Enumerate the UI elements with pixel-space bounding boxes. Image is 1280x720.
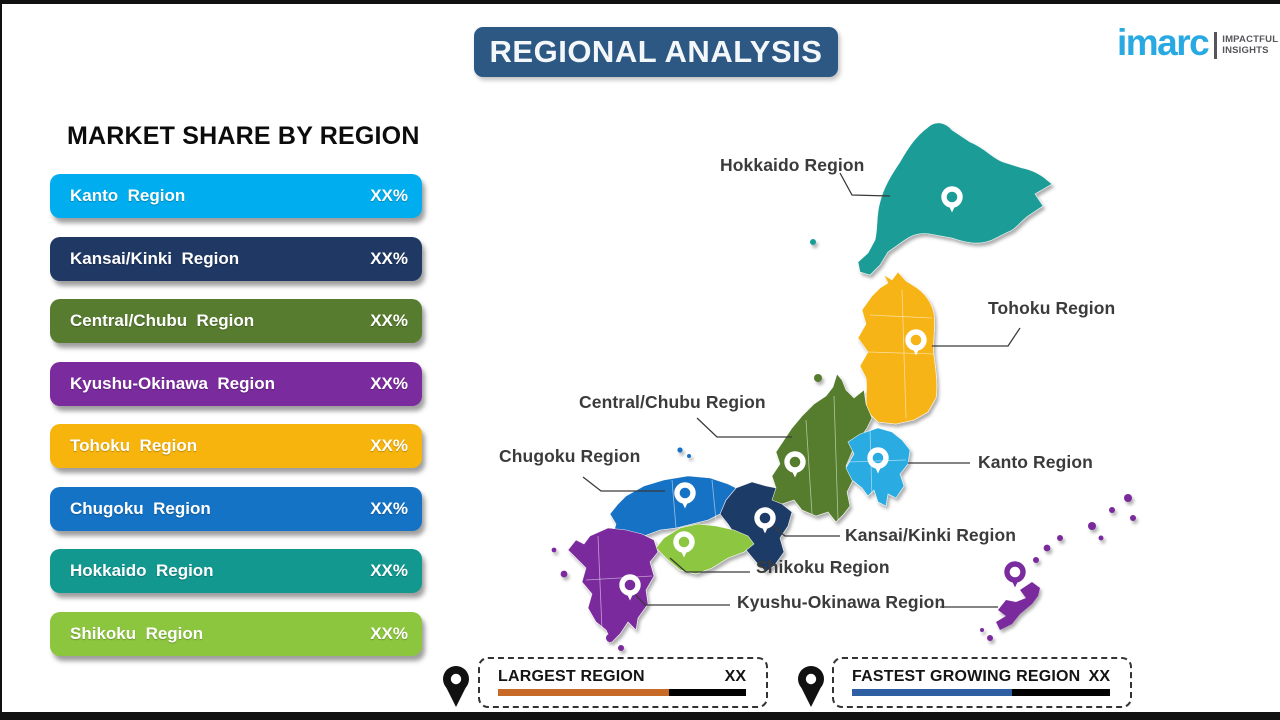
bar-kanto: Kanto Region XX% — [50, 174, 422, 218]
map-island-goto — [560, 570, 568, 578]
bar-label: Shikoku Region — [70, 623, 204, 643]
fastest-growing-meter — [852, 688, 1110, 696]
map-island-west — [551, 547, 557, 553]
bar-central-chubu: Central/Chubu Region XX% — [50, 299, 422, 343]
map-region-okinawa-islands — [980, 494, 1136, 641]
map-label-chugoku: Chugoku Region — [499, 446, 641, 466]
prefecture-borders — [585, 289, 935, 631]
map-label-kyushu-okinawa: Kyushu-Okinawa Region — [737, 592, 946, 612]
map-label-shikoku: Shikoku Region — [756, 557, 890, 577]
bar-shikoku: Shikoku Region XX% — [50, 611, 422, 656]
logo-divider — [1214, 32, 1218, 59]
bar-label: Chugoku Region — [70, 498, 211, 518]
bar-value: XX% — [370, 623, 408, 643]
bar-value: XX% — [370, 373, 408, 393]
largest-region-legend: LARGEST REGION XX — [478, 657, 768, 708]
bar-kansai: Kansai/Kinki Region XX% — [50, 236, 422, 281]
bar-value: XX% — [370, 498, 408, 518]
map-island-okushiri — [810, 239, 816, 245]
market-share-bar-list: Kanto Region XX% Kansai/Kinki Region XX%… — [50, 174, 422, 674]
map-region-kyushu — [567, 527, 659, 643]
map-label-hokkaido: Hokkaido Region — [720, 155, 865, 175]
bar-label: Hokkaido Region — [70, 561, 214, 580]
bar-chugoku: Chugoku Region XX% — [50, 486, 422, 531]
imarc-logo-wordmark: imarc — [1117, 22, 1210, 63]
bar-label: Kyushu-Okinawa Region — [70, 373, 275, 393]
bar-label: Kanto Region — [70, 186, 186, 205]
fastest-growing-value: XX — [1088, 667, 1110, 685]
japan-map — [551, 122, 1136, 651]
logo-tagline: IMPACTFUL INSIGHTS — [1222, 34, 1279, 56]
bottom-edge-strip — [0, 712, 1280, 720]
largest-region-label: LARGEST REGION — [498, 667, 645, 685]
leader-lines — [582, 172, 1021, 608]
bar-value: XX% — [370, 248, 408, 268]
largest-region-value: XX — [724, 667, 746, 685]
bar-label: Tohoku Region — [70, 436, 198, 455]
map-island-oki-2 — [687, 454, 691, 458]
bar-value: XX% — [370, 561, 408, 580]
map-region-hokkaido — [857, 122, 1053, 276]
bar-value: XX% — [370, 436, 408, 455]
imarc-logo: imarc IMPACTFUL INSIGHTS — [1117, 24, 1278, 61]
map-island-sado — [814, 374, 822, 382]
map-label-central-chubu: Central/Chubu Region — [579, 392, 766, 412]
fastest-growing-label: FASTEST GROWING REGION — [852, 667, 1081, 685]
largest-region-pin-icon — [443, 666, 469, 707]
bar-value: XX% — [370, 186, 408, 205]
market-share-heading: MARKET SHARE BY REGION — [67, 122, 420, 150]
map-island-oki — [677, 447, 683, 453]
logo-tagline-line1: IMPACTFUL — [1222, 34, 1279, 46]
bar-value: XX% — [370, 311, 408, 330]
left-edge-strip — [0, 0, 2, 720]
map-label-kansai: Kansai/Kinki Region — [845, 525, 1017, 545]
logo-tagline-line2: INSIGHTS — [1222, 44, 1269, 56]
okinawa-pin-icon — [1007, 564, 1023, 588]
map-region-tohoku — [857, 271, 938, 425]
fastest-growing-legend: FASTEST GROWING REGION XX — [832, 657, 1132, 708]
map-region-kansai — [719, 481, 793, 573]
bar-kyushu-okinawa: Kyushu-Okinawa Region XX% — [50, 361, 422, 406]
page-title: REGIONAL ANALYSIS — [489, 34, 823, 69]
bar-tohoku: Tohoku Region XX% — [50, 424, 422, 468]
bar-label: Central/Chubu Region — [70, 311, 255, 330]
fastest-growing-pin-icon — [798, 666, 824, 707]
top-edge-strip — [0, 0, 1280, 4]
map-island-tanegashima — [618, 645, 624, 651]
largest-region-meter — [498, 688, 746, 696]
map-label-tohoku: Tohoku Region — [988, 298, 1116, 318]
map-label-kanto: Kanto Region — [978, 452, 1093, 472]
page-title-banner: REGIONAL ANALYSIS — [474, 27, 838, 77]
bar-hokkaido: Hokkaido Region XX% — [50, 549, 422, 593]
map-island-yakushima — [606, 634, 614, 642]
bar-label: Kansai/Kinki Region — [70, 248, 240, 268]
